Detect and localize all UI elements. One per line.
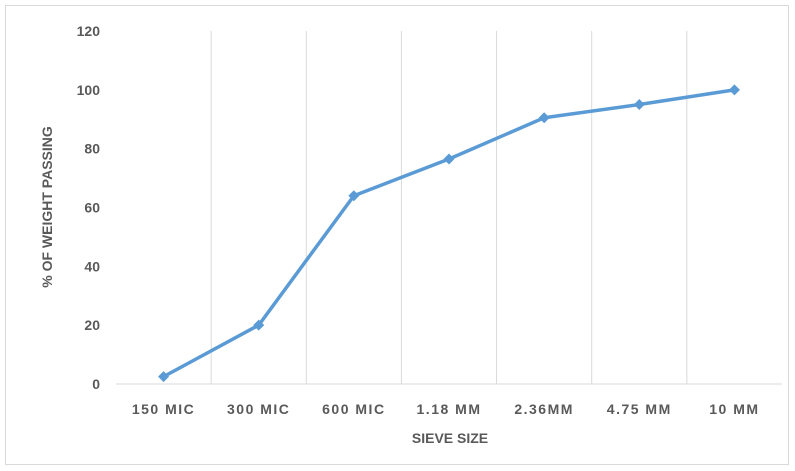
y-tick-label: 120 [77,23,101,39]
data-point-marker [348,190,360,202]
data-point-marker [633,99,645,111]
data-point-marker [443,153,455,165]
data-point-marker [253,319,265,331]
y-axis-title: % OF WEIGHT PASSING [39,126,55,288]
y-tick-label: 80 [84,141,100,157]
x-axis-title: SIEVE SIZE [412,430,488,446]
y-tick-labels: 0 20 40 60 80 100 120 [77,23,101,392]
data-point-marker [728,84,740,96]
y-tick-label: 100 [77,82,101,98]
data-point-marker [158,371,170,383]
x-tick-labels: 150 MIC 300 MIC 600 MIC 1.18 MM 2.36MM 4.75 M… [132,401,759,417]
x-tick-label: 600 MIC [322,401,385,417]
y-tick-label: 60 [84,200,100,216]
data-point-marker [538,112,550,124]
series-layer [158,84,740,383]
x-tick-label: 150 MIC [132,401,195,417]
y-tick-label: 20 [84,317,100,333]
x-tick-label: 2.36MM [514,401,574,417]
x-tick-label: 1.18 MM [417,401,482,417]
chart-frame [5,5,789,465]
series-line [161,88,737,379]
y-tick-label: 0 [92,376,100,392]
gridlines [116,31,782,385]
y-tick-label: 40 [84,258,100,274]
x-tick-label: 4.75 MM [607,401,672,417]
x-tick-label: 300 MIC [227,401,290,417]
x-tick-label: 10 MM [709,401,759,417]
